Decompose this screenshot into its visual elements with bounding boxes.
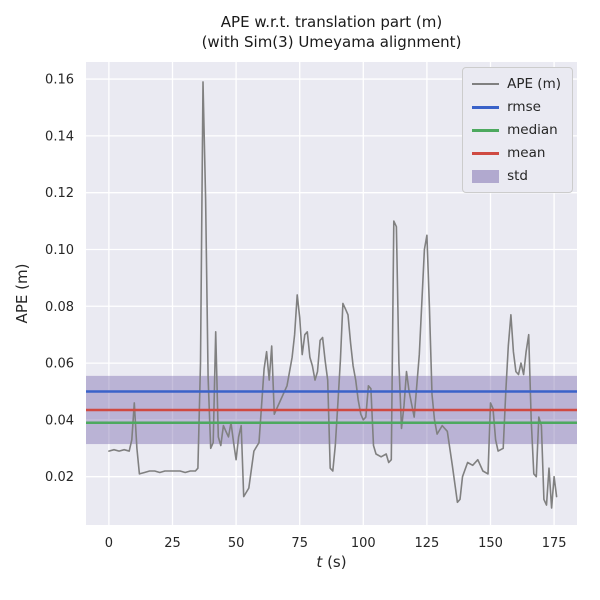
y-tick-label: 0.04 bbox=[45, 413, 74, 428]
legend-line-swatch bbox=[472, 83, 500, 85]
x-tick-label: 175 bbox=[542, 536, 567, 551]
y-axis-label: APE (m) bbox=[13, 264, 31, 324]
legend-item-std: std bbox=[472, 167, 561, 185]
x-axis-label: t (s) bbox=[316, 553, 346, 571]
x-tick-label: 150 bbox=[478, 536, 503, 551]
y-tick-label: 0.12 bbox=[45, 186, 74, 201]
chart-title-line2: (with Sim(3) Umeyama alignment) bbox=[201, 33, 462, 51]
x-tick-label: 25 bbox=[164, 536, 181, 551]
ape-line bbox=[108, 81, 558, 509]
legend-item-median: median bbox=[472, 121, 561, 139]
y-tick-label: 0.06 bbox=[45, 357, 74, 372]
legend-label: mean bbox=[507, 145, 546, 161]
legend-item-ape-m-: APE (m) bbox=[472, 75, 561, 93]
y-tick-label: 0.10 bbox=[45, 243, 74, 258]
x-tick-label: 125 bbox=[414, 536, 439, 551]
legend-label: median bbox=[507, 122, 558, 138]
x-tick-label: 75 bbox=[291, 536, 308, 551]
legend-label: std bbox=[507, 168, 529, 184]
legend-label: rmse bbox=[507, 99, 541, 115]
chart-title-line1: APE w.r.t. translation part (m) bbox=[220, 13, 443, 31]
legend-line-swatch bbox=[472, 151, 500, 155]
y-tick-label: 0.14 bbox=[45, 129, 74, 144]
x-tick-label: 0 bbox=[105, 536, 113, 551]
y-tick-label: 0.08 bbox=[45, 300, 74, 315]
legend: APE (m) rmse median mean std bbox=[462, 67, 573, 193]
y-tick-label: 0.02 bbox=[45, 470, 74, 485]
legend-label: APE (m) bbox=[507, 76, 561, 92]
legend-line-swatch bbox=[472, 105, 500, 109]
x-tick-label: 50 bbox=[228, 536, 245, 551]
legend-line-swatch bbox=[472, 128, 500, 132]
x-tick-label: 100 bbox=[351, 536, 376, 551]
legend-item-mean: mean bbox=[472, 144, 561, 162]
legend-patch-swatch bbox=[472, 169, 500, 183]
legend-item-rmse: rmse bbox=[472, 98, 561, 116]
chart-title: APE w.r.t. translation part (m) (with Si… bbox=[86, 12, 577, 52]
y-tick-label: 0.16 bbox=[45, 73, 74, 88]
